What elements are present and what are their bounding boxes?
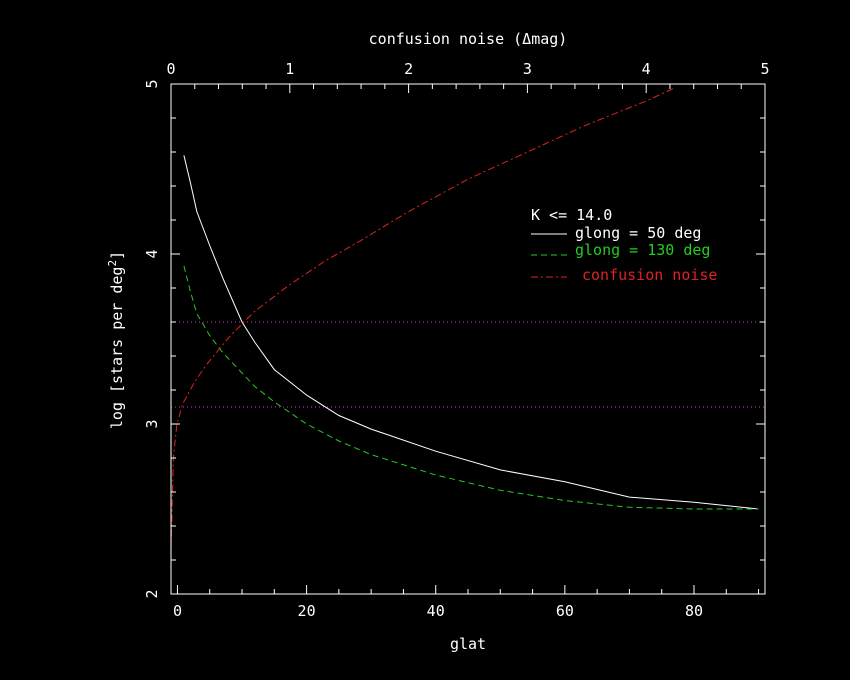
legend: K <= 14.0 glong = 50 deg glong = 130 deg… bbox=[531, 206, 717, 284]
y-axis-label-main: log [stars per deg bbox=[108, 267, 126, 430]
series-line-0 bbox=[183, 155, 759, 510]
y-tick-label: 2 bbox=[143, 589, 161, 598]
top-tick-label: 5 bbox=[760, 60, 769, 78]
series-layer bbox=[170, 86, 759, 552]
series-line-2 bbox=[170, 86, 677, 552]
x-tick-label: 0 bbox=[173, 602, 182, 620]
x-tick-label: 80 bbox=[685, 602, 703, 620]
top-axis-label: confusion noise (Δmag) bbox=[369, 30, 568, 48]
legend-header: K <= 14.0 bbox=[531, 206, 612, 224]
reference-lines bbox=[171, 321, 765, 408]
legend-label-glong50: glong = 50 deg bbox=[575, 224, 701, 242]
y-tick-label: 4 bbox=[143, 249, 161, 258]
y-tick-label: 3 bbox=[143, 419, 161, 428]
y-axis-label-superscript: 2 bbox=[106, 260, 119, 267]
top-tick-label: 3 bbox=[523, 60, 532, 78]
x-axis-label: glat bbox=[450, 635, 486, 653]
y-tick-label: 5 bbox=[143, 79, 161, 88]
legend-label-glong130: glong = 130 deg bbox=[575, 241, 710, 259]
x-tick-label: 60 bbox=[556, 602, 574, 620]
axis-ticks: 0 20 40 60 80 0 1 2 3 4 5 2 3 4 5 bbox=[143, 60, 770, 620]
top-tick-label: 2 bbox=[404, 60, 413, 78]
y-axis-label: log [stars per deg2] bbox=[106, 251, 126, 429]
top-tick-label: 1 bbox=[285, 60, 294, 78]
legend-label-confusion: confusion noise bbox=[582, 266, 717, 284]
x-tick-label: 20 bbox=[298, 602, 316, 620]
top-tick-label: 0 bbox=[166, 60, 175, 78]
top-tick-label: 4 bbox=[642, 60, 651, 78]
x-tick-label: 40 bbox=[427, 602, 445, 620]
y-axis-label-close: ] bbox=[108, 251, 126, 260]
